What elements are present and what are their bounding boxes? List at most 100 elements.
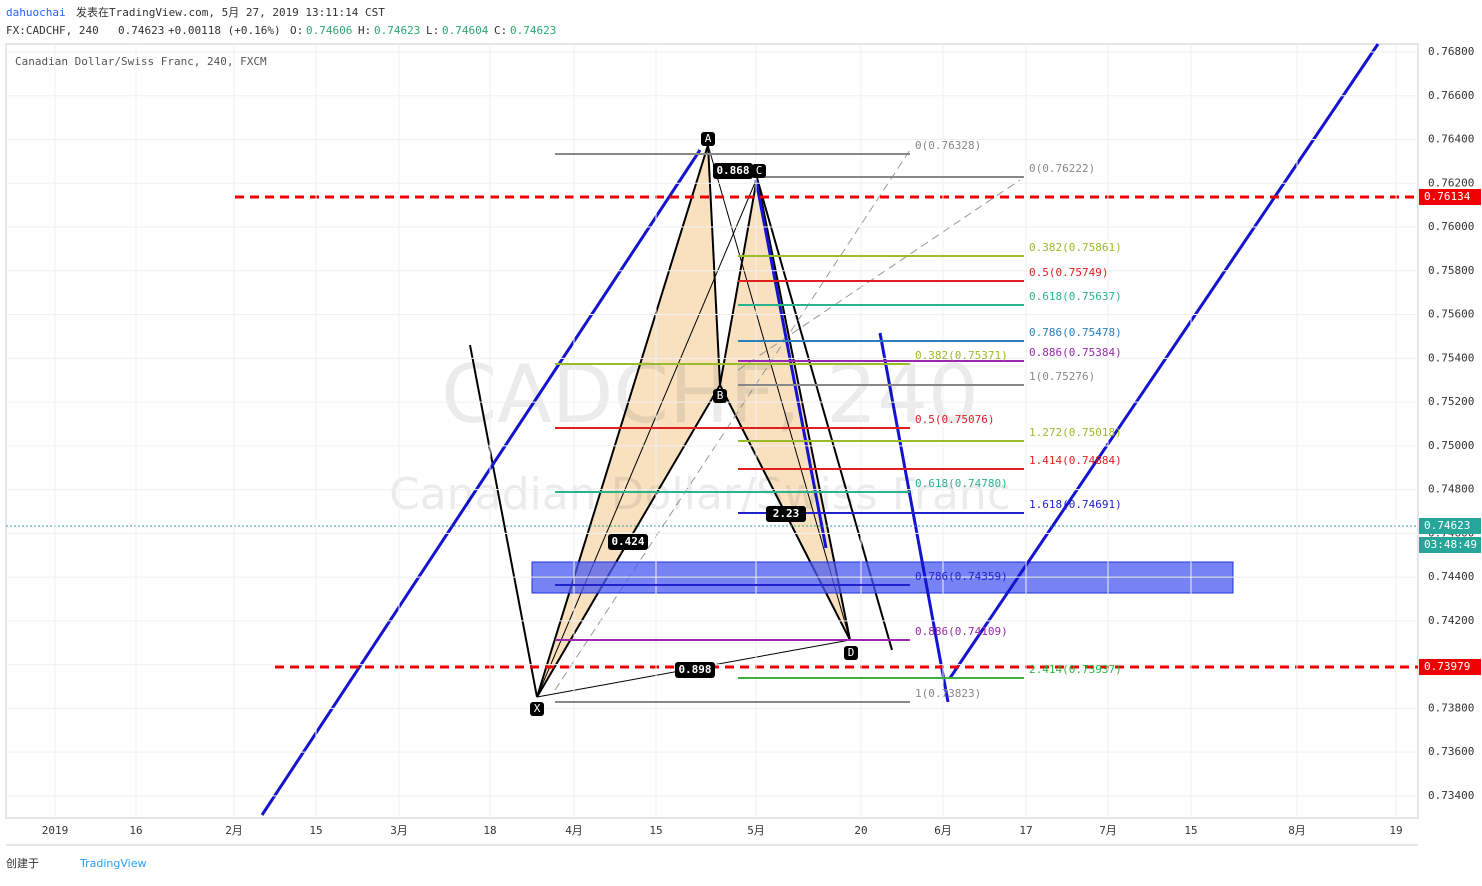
header-field: C:: [494, 24, 507, 37]
price-label: 0.75400: [1428, 351, 1474, 364]
price-label: 0.76800: [1428, 45, 1474, 58]
header-field: 0.74606: [306, 24, 352, 37]
price-label: 0.76000: [1428, 220, 1474, 233]
fib-label: 1.272(0.75018): [1029, 426, 1122, 439]
fib-label: 0.786(0.74359): [915, 570, 1008, 583]
fib-label: 0.618(0.74780): [915, 477, 1008, 490]
price-tag: [1419, 189, 1481, 205]
footer-brand: TradingView: [79, 857, 146, 870]
fib-label: 0.786(0.75478): [1029, 326, 1122, 339]
footer-created: 创建于: [6, 856, 39, 870]
price-label: 0.75600: [1428, 308, 1474, 321]
channel-line: [948, 43, 1380, 679]
point-badge: [844, 646, 858, 660]
price-label: 0.75000: [1428, 439, 1474, 452]
ratio-label: 0.898: [678, 663, 711, 676]
price-tag: [1419, 518, 1481, 534]
header-field: FX:CADCHF, 240: [6, 24, 99, 37]
price-label: 0.73600: [1428, 745, 1474, 758]
chart-frame: [5, 43, 1419, 819]
price-tag-label: 03:48:49: [1424, 538, 1477, 551]
price-tag-label: 0.74623: [1424, 519, 1470, 532]
point-label: B: [717, 389, 724, 402]
price-label: 0.75800: [1428, 264, 1474, 277]
fib-label: 0.5(0.75749): [1029, 266, 1108, 279]
fib-label: 1.414(0.74884): [1029, 454, 1122, 467]
header-field: 0.74623: [510, 24, 556, 37]
fib-label: 0.618(0.75637): [1029, 290, 1122, 303]
point-label: A: [705, 132, 712, 145]
fib-label: 0.382(0.75861): [1029, 241, 1122, 254]
fib-label: 0.886(0.74109): [915, 625, 1008, 638]
time-label: 15: [309, 824, 322, 837]
price-label: 0.74400: [1428, 570, 1474, 583]
ratio-badge: [675, 662, 715, 678]
point-label: D: [848, 646, 855, 659]
time-label: 7月: [1099, 824, 1117, 837]
price-label: 0.76200: [1428, 176, 1474, 189]
fib-label: 1(0.75276): [1029, 370, 1095, 383]
time-label: 16: [129, 824, 142, 837]
point-badge: [530, 702, 544, 716]
time-label: 19: [1389, 824, 1402, 837]
fib-label: 1(0.73823): [915, 687, 981, 700]
channel-line: [260, 149, 702, 816]
price-tag-label: 0.73979: [1424, 660, 1470, 673]
price-label: 0.74200: [1428, 614, 1474, 627]
ratio-label: 2.23: [773, 507, 800, 520]
fib-label: 0.5(0.75076): [915, 413, 994, 426]
point-badge: [752, 164, 766, 178]
fib-label: 0.886(0.75384): [1029, 346, 1122, 359]
time-label: 6月: [934, 824, 952, 837]
fib-label: 0.382(0.75371): [915, 349, 1008, 362]
header-field: +0.00118 (+0.16%): [168, 24, 281, 37]
price-label: 0.75200: [1428, 395, 1474, 408]
price-label: 0.73400: [1428, 789, 1474, 802]
ratio-badge: [766, 506, 806, 522]
price-label: 0.76600: [1428, 89, 1474, 102]
ratio-badge: [713, 163, 753, 179]
watermark: Canadian Dollar/Swiss Franc: [389, 469, 1011, 520]
ratio-label: 0.868: [716, 164, 749, 177]
header-field: L:: [426, 24, 439, 37]
legend: Canadian Dollar/Swiss Franc, 240, FXCM: [15, 55, 267, 68]
projection: [878, 332, 950, 703]
fib-label: 0(0.76222): [1029, 162, 1095, 175]
time-label: 17: [1019, 824, 1032, 837]
price-tag-label: 0.76134: [1424, 190, 1471, 203]
header-field: 0.74623: [374, 24, 420, 37]
point-badge: [701, 132, 715, 146]
time-label: 8月: [1288, 824, 1306, 837]
point-label: X: [534, 702, 541, 715]
price-label: 0.76400: [1428, 133, 1474, 146]
ratio-badge: [608, 534, 648, 550]
time-label: 2月: [225, 824, 243, 837]
leg: [469, 344, 538, 698]
point-label: C: [756, 164, 763, 177]
time-label: 5月: [747, 824, 765, 837]
fib-trend: [554, 149, 911, 691]
time-label: 4月: [565, 824, 583, 837]
time-label: 2019: [42, 824, 69, 837]
header-field: O:: [290, 24, 303, 37]
price-tag: [1419, 537, 1481, 553]
header-field: H:: [358, 24, 371, 37]
time-label: 20: [854, 824, 867, 837]
author: dahuochai: [6, 6, 66, 19]
fib-label: 2.414(0.73937): [1029, 663, 1122, 676]
fib-label: 1.618(0.74691): [1029, 498, 1122, 511]
point-badge: [713, 389, 727, 403]
time-label: 15: [649, 824, 662, 837]
time-label: 3月: [390, 824, 408, 837]
fib-label: 0(0.76328): [915, 139, 981, 152]
price-label: 0.73800: [1428, 701, 1474, 714]
time-label: 15: [1184, 824, 1197, 837]
published: 发表在TradingView.com, 5月 27, 2019 13:11:14…: [76, 5, 385, 19]
time-label: 18: [483, 824, 496, 837]
price-tag: [1419, 659, 1481, 675]
ratio-label: 0.424: [611, 535, 644, 548]
header-field: 0.74623: [118, 24, 164, 37]
price-label: 0.74800: [1428, 483, 1474, 496]
header-field: 0.74604: [442, 24, 489, 37]
